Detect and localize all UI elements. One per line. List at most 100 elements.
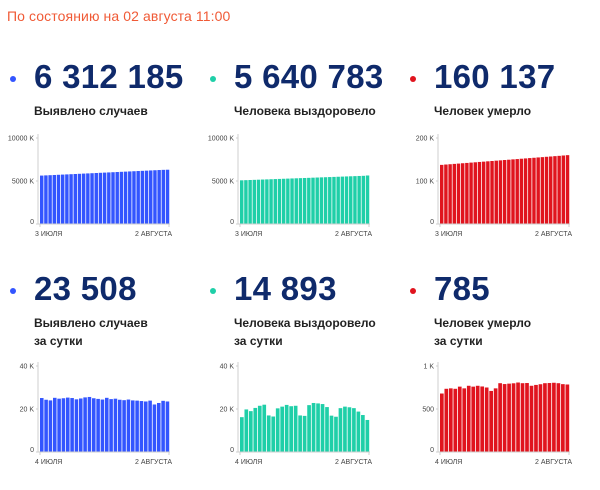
series-dot-icon: [210, 288, 216, 294]
bar: [136, 171, 140, 224]
bar: [475, 385, 480, 452]
bar: [361, 175, 366, 224]
x-tick-label-end: 2 АВГУСТА: [535, 231, 572, 238]
card-cases-daily: 23 508 Выявлено случаев за сутки 0 20 K 40…: [8, 260, 198, 490]
bar: [498, 383, 502, 452]
bar: [540, 157, 545, 224]
bar: [334, 416, 338, 452]
bar: [286, 178, 290, 224]
bar: [469, 162, 473, 224]
bar: [56, 174, 61, 224]
bar: [538, 384, 543, 452]
bar: [139, 401, 144, 452]
bar: [119, 171, 124, 224]
bar: [349, 176, 353, 224]
x-tick-label-start: 4 ИЮЛЯ: [235, 459, 262, 466]
stat-label: Человек умерло за сутки: [434, 314, 531, 350]
bar: [316, 403, 320, 452]
bar: [315, 177, 319, 224]
bar: [543, 383, 547, 452]
stat-label: Человек умерло: [434, 102, 531, 120]
bar: [244, 409, 249, 452]
bar: [536, 157, 540, 224]
y-tick-label: 5000 K: [212, 179, 235, 186]
y-tick-label: 0: [30, 219, 34, 226]
stat-value: 23 508: [34, 270, 137, 307]
bar: [132, 171, 136, 224]
bar: [490, 161, 494, 224]
stat-value: 6 312 185: [34, 58, 184, 95]
bar: [498, 160, 503, 224]
y-tick-label: 40 K: [220, 364, 235, 371]
bar: [244, 180, 248, 224]
bar: [74, 399, 79, 452]
bar: [440, 393, 444, 452]
x-tick-label-end: 2 АВГУСТА: [335, 459, 372, 466]
stat-label: Выявлено случаев: [34, 102, 148, 120]
bar: [448, 164, 452, 224]
bar: [565, 155, 570, 224]
bar: [86, 173, 90, 224]
bar: [302, 415, 307, 452]
bar: [494, 160, 498, 224]
bar: [549, 156, 553, 224]
bar: [40, 398, 44, 452]
bar: [60, 174, 65, 224]
bar: [534, 384, 538, 452]
bar: [440, 164, 444, 225]
bar: [262, 404, 267, 452]
bar: [311, 402, 316, 452]
bar: [157, 170, 161, 224]
bar: [66, 397, 70, 452]
bar: [65, 174, 69, 224]
bar: [493, 388, 498, 452]
bar: [144, 401, 148, 452]
bar: [453, 388, 458, 452]
bar: [561, 384, 565, 452]
chart-recovered-total: 0 5000 K 10000 K 3 ИЮЛЯ 2 АВГУСТА: [208, 130, 398, 250]
bar: [266, 415, 271, 452]
bar: [556, 383, 561, 452]
chart-svg: 0 5000 K 10000 K 3 ИЮЛЯ 2 АВГУСТА: [208, 134, 372, 238]
bar: [61, 398, 66, 452]
bar: [148, 400, 152, 452]
bar: [328, 177, 332, 224]
x-tick-label-start: 4 ИЮЛЯ: [35, 459, 62, 466]
bar: [532, 157, 536, 224]
bar: [466, 385, 471, 452]
bar: [79, 398, 83, 452]
card-deaths-daily: 785 Человек умерло за сутки 0 500 1 K 4 ИЮЛ…: [408, 260, 598, 490]
bar: [102, 172, 107, 224]
x-tick-label-end: 2 АВГУСТА: [535, 459, 572, 466]
bar: [48, 175, 52, 224]
bar: [365, 175, 370, 224]
series-dot-icon: [410, 288, 416, 294]
chart-deaths-daily: 0 500 1 K 4 ИЮЛЯ 2 АВГУСТА: [408, 358, 598, 478]
bar: [544, 156, 549, 224]
bar: [248, 180, 252, 224]
bar: [344, 176, 349, 224]
card-cases-total: 6 312 185 Выявлено случаев 0 5000 K 10000 …: [8, 48, 198, 278]
bar: [347, 407, 352, 452]
bar: [336, 176, 340, 224]
bar: [307, 405, 311, 452]
bar: [338, 408, 343, 452]
bar: [94, 173, 98, 224]
bar: [128, 171, 132, 224]
bar: [448, 388, 453, 452]
bar: [57, 398, 61, 452]
stat-label-line: Выявлено случаев: [34, 316, 148, 330]
bar: [361, 415, 365, 452]
series-dot-icon: [10, 76, 16, 82]
bar: [123, 171, 128, 224]
bar: [356, 411, 361, 452]
bar: [149, 170, 153, 224]
y-tick-label: 20 K: [20, 407, 35, 414]
card-recovered-daily: 14 893 Человека выздоровело за сутки 0 20…: [208, 260, 398, 490]
y-tick-label: 500: [422, 407, 434, 414]
y-tick-label: 40 K: [20, 364, 35, 371]
bar: [511, 159, 515, 224]
y-tick-label: 20 K: [220, 407, 235, 414]
stat-label-line: Человека выздоровело: [234, 316, 376, 330]
bar: [561, 155, 566, 224]
